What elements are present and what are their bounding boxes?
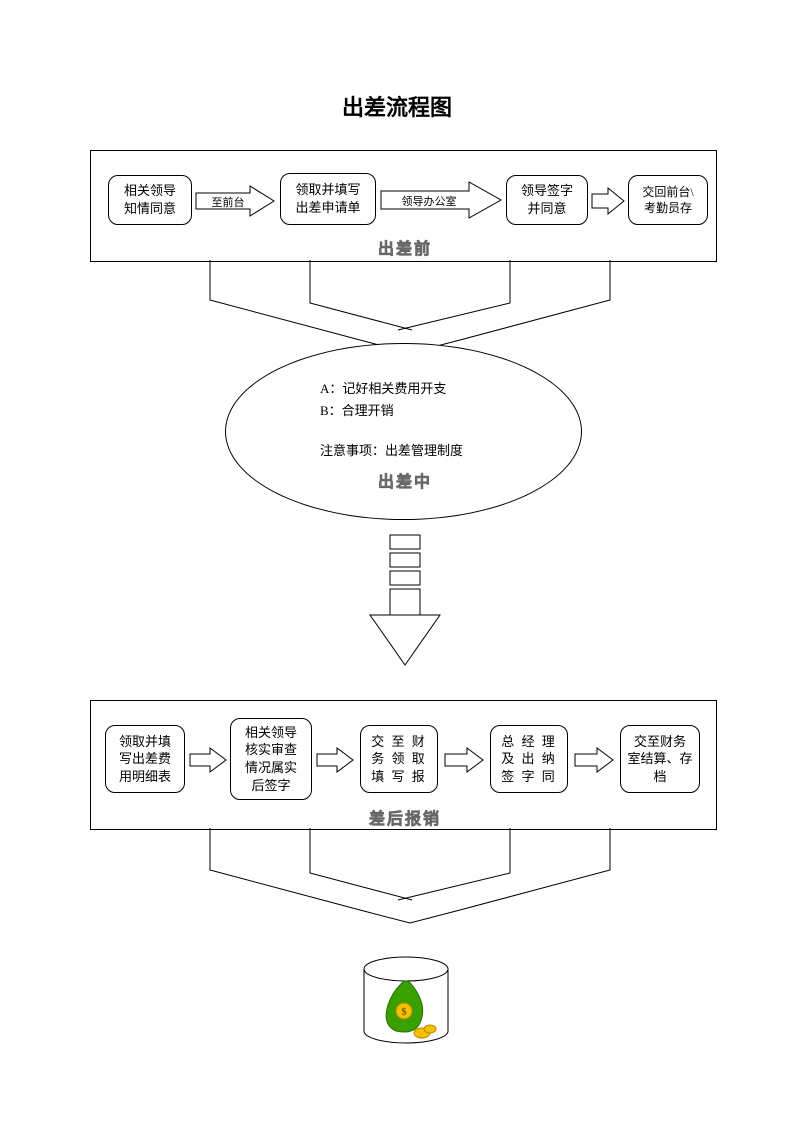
down-arrow [355, 530, 455, 670]
p3-node-5: 交至财务 室结算、存 档 [620, 725, 700, 793]
p3-arrow-2 [315, 746, 355, 774]
p3-arrow-1 [188, 746, 228, 774]
p3-arrow-4 [573, 746, 615, 774]
p1-arrow-2-label: 领导办公室 [386, 193, 472, 209]
svg-text:$: $ [402, 1007, 407, 1018]
p3-node-4: 总 经 理 及 出 纳 签 字 同 [490, 725, 568, 793]
p1-node-2: 领取并填写 出差申请单 [280, 173, 376, 225]
p3-node-1: 领取并填 写出差费 用明细表 [105, 725, 185, 793]
phase2-line-a: A：记好相关费用开支 [320, 378, 446, 400]
phase1-label: 出差前 [350, 235, 460, 259]
p3-arrow-3 [443, 746, 485, 774]
phase3-label: 差后报销 [335, 805, 475, 829]
phase2-line-b: B：合理开销 [320, 400, 394, 422]
phase2-ellipse [225, 343, 582, 520]
p1-node-3: 领导签字 并同意 [506, 175, 588, 225]
p3-node-2: 相关领导 核实审查 情况属实 后签字 [230, 718, 312, 800]
phase2-note: 注意事项：出差管理制度 [320, 440, 463, 462]
phase2-label: 出差中 [355, 468, 455, 492]
p1-arrow-1-label: 至前台 [199, 194, 257, 210]
cylinder-icon: $ [360, 955, 452, 1050]
p1-node-1: 相关领导 知情同意 [108, 175, 192, 225]
p3-node-3: 交 至 财 务 领 取 填 写 报 [360, 725, 438, 793]
page-title: 出差流程图 [0, 90, 794, 122]
p1-arrow-3 [590, 186, 626, 216]
p1-node-4: 交回前台\ 考勤员存 [628, 175, 708, 225]
